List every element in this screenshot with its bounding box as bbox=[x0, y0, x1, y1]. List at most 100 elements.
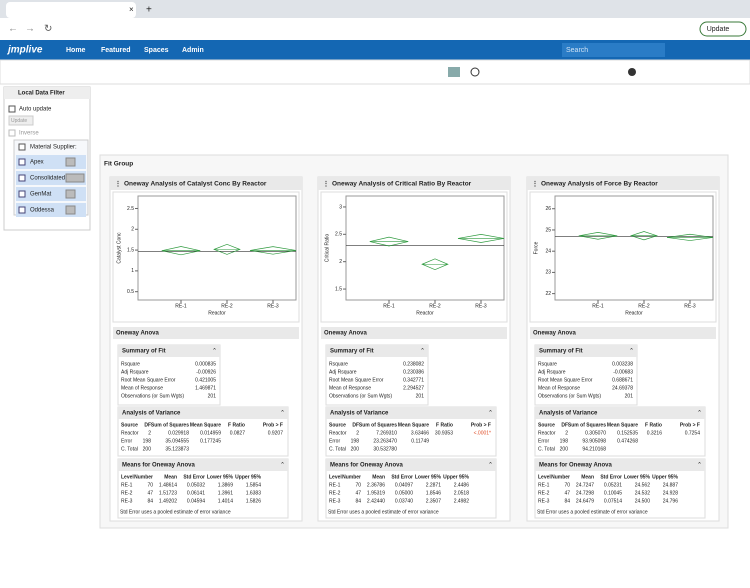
filter-label: GenMat bbox=[30, 192, 52, 198]
new-tab[interactable]: + bbox=[146, 5, 152, 16]
nav-link[interactable]: Featured bbox=[101, 47, 131, 54]
column-header: Lower 95% bbox=[415, 474, 442, 480]
logo[interactable]: jmplive bbox=[6, 45, 43, 56]
back[interactable]: ← bbox=[8, 24, 18, 35]
column-header: Number bbox=[551, 474, 570, 480]
summary-title: Summary of Fit bbox=[330, 349, 374, 355]
cell: 0.04097 bbox=[395, 482, 413, 488]
collapse[interactable]: ⌃ bbox=[488, 462, 493, 469]
summary-label: Adj Rsquare bbox=[121, 369, 149, 375]
update-button[interactable] bbox=[8, 115, 34, 126]
cell: 1.3869 bbox=[218, 482, 234, 488]
checkbox[interactable] bbox=[8, 105, 16, 113]
collapse[interactable]: ⌃ bbox=[488, 410, 493, 417]
summary-value: -0.00683 bbox=[613, 369, 633, 375]
cell: 0.06141 bbox=[187, 490, 205, 496]
nav-link[interactable]: Admin bbox=[182, 47, 204, 54]
tab-close[interactable]: × bbox=[129, 5, 134, 14]
nav-link[interactable]: Spaces bbox=[144, 47, 169, 54]
menu[interactable]: ⋮ bbox=[115, 181, 121, 188]
search-box[interactable] bbox=[562, 43, 665, 57]
update-button[interactable] bbox=[699, 21, 747, 37]
variance-title: Analysis of Variance bbox=[122, 411, 181, 417]
cell: 0.10045 bbox=[604, 490, 622, 496]
forward[interactable]: → bbox=[25, 24, 35, 35]
cell: 0.03740 bbox=[395, 498, 413, 504]
reload[interactable]: ↻ bbox=[44, 24, 52, 35]
summary-label: Observations (or Sum Wgts) bbox=[538, 393, 601, 399]
variance-header bbox=[535, 407, 705, 419]
nav-link[interactable]: Home bbox=[66, 47, 86, 54]
column-header: Std Error bbox=[600, 474, 622, 480]
x-tick-label: RE-1 bbox=[592, 303, 604, 309]
cell: 1.4014 bbox=[218, 498, 234, 504]
means-note: Std Error uses a pooled estimate of erro… bbox=[328, 509, 439, 515]
collapse[interactable]: ⌃ bbox=[697, 462, 702, 469]
zoom-icon[interactable] bbox=[470, 67, 480, 77]
means-note: Std Error uses a pooled estimate of erro… bbox=[120, 509, 231, 515]
x-tick-label: RE-3 bbox=[475, 303, 487, 309]
address-bar bbox=[0, 18, 750, 40]
cell: 2.0518 bbox=[454, 490, 470, 496]
anova-header bbox=[321, 327, 507, 339]
column-header: DF bbox=[352, 422, 359, 428]
cell: 84 bbox=[147, 498, 153, 504]
tool-icon[interactable] bbox=[448, 67, 460, 77]
cell: C. Total bbox=[121, 446, 138, 452]
summary-label: Root Mean Square Error bbox=[538, 377, 593, 383]
cell: RE-1 bbox=[329, 482, 341, 488]
column-header: Std Error bbox=[183, 474, 205, 480]
column-header: Prob > F bbox=[263, 422, 283, 428]
collapse[interactable]: ⌃ bbox=[280, 462, 285, 469]
cell: RE-1 bbox=[121, 482, 133, 488]
info-icon[interactable] bbox=[628, 68, 636, 76]
column-header: Std Error bbox=[391, 474, 413, 480]
summary-label: Observations (or Sum Wgts) bbox=[329, 393, 392, 399]
menu[interactable]: ⋮ bbox=[323, 181, 329, 188]
checkbox[interactable] bbox=[8, 129, 16, 137]
cell: Reactor bbox=[538, 430, 556, 436]
collapse[interactable]: ⌃ bbox=[629, 348, 634, 355]
summary-value: -0.00926 bbox=[196, 369, 216, 375]
y-tick-label: 22 bbox=[545, 291, 551, 297]
column-header: Source bbox=[121, 422, 138, 428]
filter-label: Apex bbox=[30, 160, 44, 166]
column-header: Prob > F bbox=[471, 422, 491, 428]
collapse[interactable]: ⌃ bbox=[420, 348, 425, 355]
cell: 70 bbox=[355, 482, 361, 488]
collapse[interactable]: ⌃ bbox=[697, 410, 702, 417]
cell: 47 bbox=[147, 490, 153, 496]
collapse[interactable]: ⌃ bbox=[212, 348, 217, 355]
cell: 2 bbox=[148, 430, 151, 436]
summary-label: Mean of Response bbox=[121, 385, 163, 391]
cell: 1.6383 bbox=[246, 490, 262, 496]
fit-group-title: Fit Group bbox=[104, 161, 133, 168]
column-header: Upper 95% bbox=[235, 474, 261, 480]
variance-title: Analysis of Variance bbox=[330, 411, 389, 417]
toolbar bbox=[0, 59, 750, 85]
collapse[interactable]: ⌃ bbox=[280, 410, 285, 417]
cell: 0.3216 bbox=[647, 430, 663, 436]
y-tick-label: 3 bbox=[339, 204, 342, 210]
cell: 1.51723 bbox=[159, 490, 177, 496]
cell: C. Total bbox=[538, 446, 555, 452]
report-header bbox=[110, 177, 302, 190]
cell: 23.263470 bbox=[373, 438, 397, 444]
summary-value: 201 bbox=[625, 393, 634, 399]
column-name: Material Supplier: bbox=[30, 145, 77, 151]
cell: 2.36786 bbox=[367, 482, 385, 488]
tab-strip bbox=[0, 0, 750, 18]
filter-title: Local Data Filter bbox=[18, 91, 65, 97]
summary-value: 0.688671 bbox=[612, 377, 633, 383]
menu[interactable]: ⋮ bbox=[532, 181, 538, 188]
checkbox[interactable] bbox=[18, 143, 26, 151]
y-axis-label: Catalyst Conc bbox=[116, 232, 122, 264]
cell: 7.269310 bbox=[376, 430, 397, 436]
summary-label: Root Mean Square Error bbox=[121, 377, 176, 383]
column-header: Number bbox=[134, 474, 153, 480]
cell: Reactor bbox=[121, 430, 139, 436]
column-header: DF bbox=[144, 422, 151, 428]
cell: 1.48614 bbox=[159, 482, 177, 488]
cell: 84 bbox=[355, 498, 361, 504]
tab[interactable] bbox=[6, 2, 136, 18]
